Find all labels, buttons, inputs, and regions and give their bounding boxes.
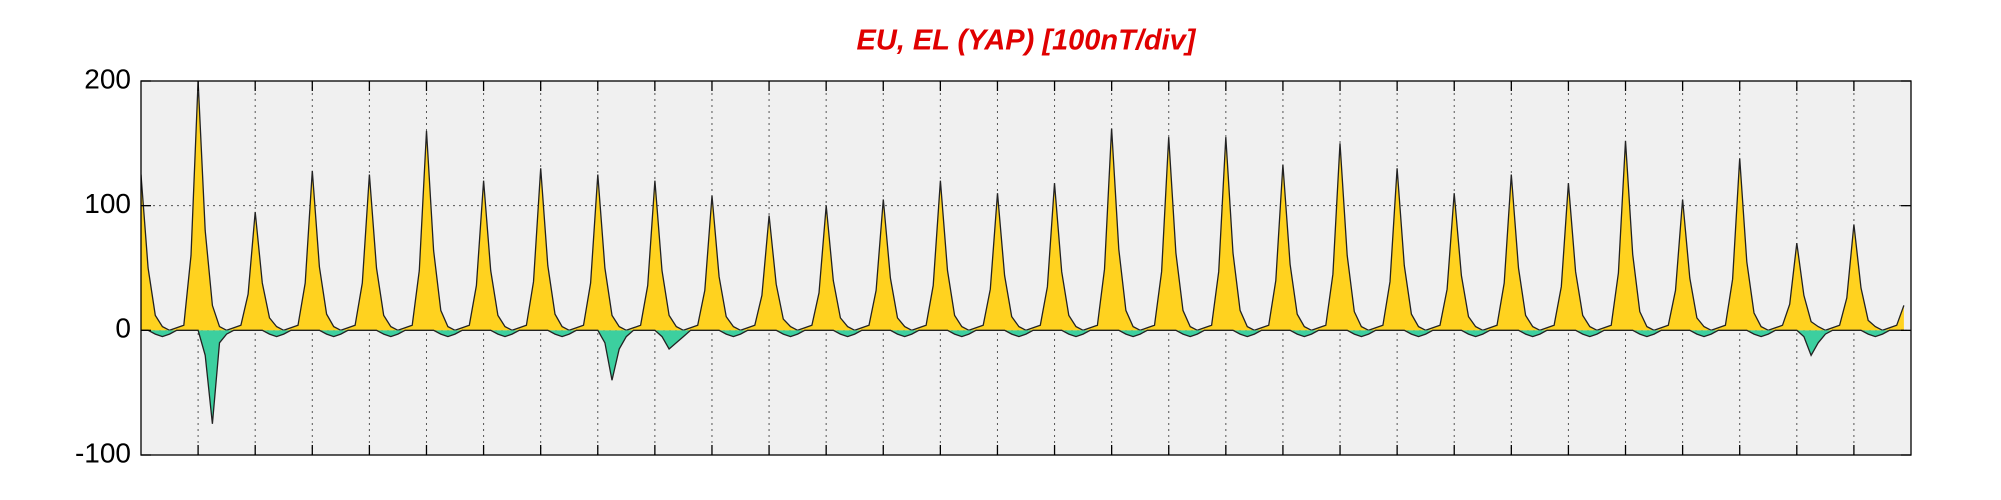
line	[141, 81, 1905, 332]
line	[141, 329, 1904, 424]
area	[141, 81, 1904, 331]
y-tick-label: 0	[115, 313, 131, 344]
y-tick-label: -100	[75, 437, 131, 468]
ticks: -100 0 100 200	[75, 63, 1911, 468]
chart-title: EU, EL (YAP) [100nT/div]	[857, 25, 1197, 57]
y-tick-label: 100	[84, 188, 131, 219]
marks	[141, 81, 1905, 424]
plot-area	[141, 81, 1911, 455]
plot-frame	[140, 80, 1912, 456]
y-tick-label: 200	[84, 63, 131, 94]
